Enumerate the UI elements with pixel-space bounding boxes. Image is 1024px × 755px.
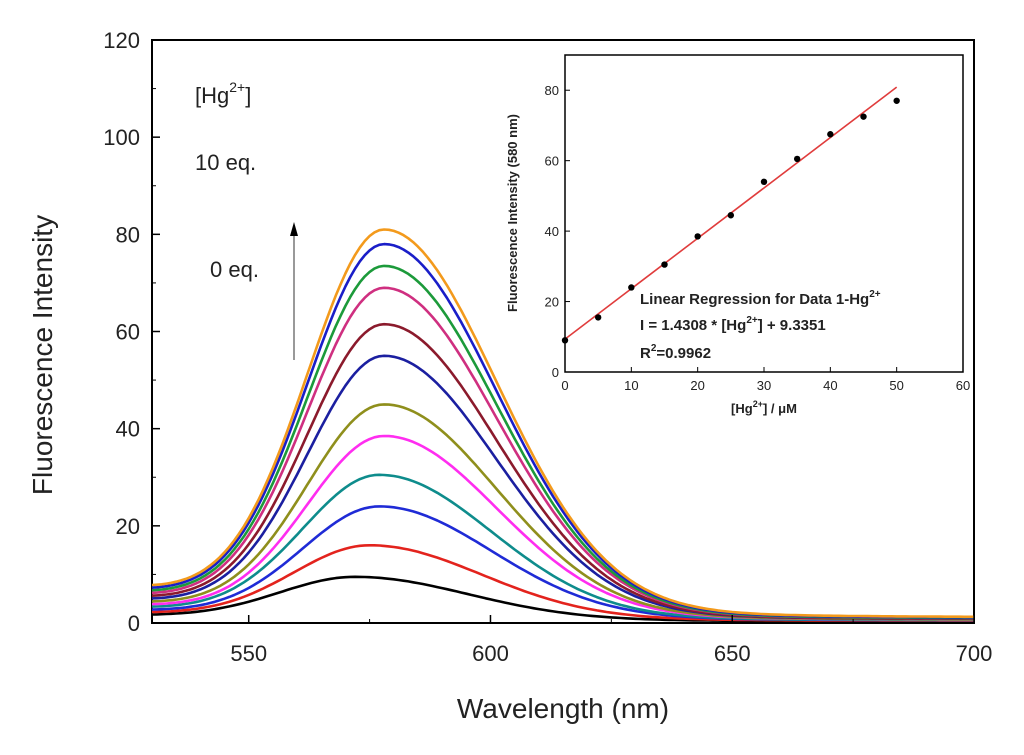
regression-title: Linear Regression for Data 1-Hg2+ bbox=[640, 289, 881, 308]
regression-equation: I = 1.4308 * [Hg2+] + 9.3351 bbox=[640, 315, 826, 334]
main-axis-ticks bbox=[152, 39, 975, 624]
inset-y-tick-label: 60 bbox=[545, 154, 559, 169]
main-series-group bbox=[151, 228, 975, 623]
inset-x-tick-label: 0 bbox=[561, 378, 568, 393]
inset-data-points bbox=[561, 97, 900, 344]
main-y-tick-label: 40 bbox=[116, 417, 140, 442]
main-y-tick-label: 0 bbox=[128, 611, 140, 636]
inset-data-point bbox=[661, 261, 668, 268]
legend-arrow bbox=[290, 222, 298, 360]
legend-bottom-label: 0 eq. bbox=[210, 257, 259, 282]
regression-r-squared: R2=0.9962 bbox=[640, 343, 711, 362]
legend-top-label: 10 eq. bbox=[195, 150, 256, 175]
inset-plot-frame bbox=[564, 54, 964, 373]
main-x-tick-label: 600 bbox=[472, 641, 509, 666]
inset-y-tick-label: 20 bbox=[545, 295, 559, 310]
legend-title: [Hg2+] bbox=[195, 79, 251, 108]
inset-y-tick-label: 0 bbox=[552, 365, 559, 380]
main-x-tick-label: 700 bbox=[956, 641, 993, 666]
inset-data-point bbox=[727, 212, 735, 219]
inset-data-point bbox=[628, 284, 635, 291]
inset-data-point bbox=[561, 337, 569, 344]
main-y-tick-label: 20 bbox=[116, 514, 140, 539]
spectrum-line-11 bbox=[151, 228, 974, 619]
inset-x-tick-label: 50 bbox=[889, 378, 903, 393]
inset-axis-ticks bbox=[564, 89, 964, 373]
main-y-tick-label: 60 bbox=[116, 320, 140, 345]
inset-data-point bbox=[827, 131, 834, 138]
inset-x-tick-label: 40 bbox=[823, 378, 837, 393]
inset-x-tick-label: 20 bbox=[690, 378, 704, 393]
inset-y-axis-label: Fluorescence Intensity (580 nm) bbox=[505, 114, 520, 312]
inset-x-tick-label: 30 bbox=[757, 378, 771, 393]
inset-y-tick-label: 80 bbox=[545, 83, 559, 98]
inset-calibration-chart: 0 10 20 30 40 50 60 0 20 40 60 80 [Hg2+] / μM Fluor… bbox=[505, 54, 971, 416]
inset-data-point bbox=[594, 314, 602, 321]
inset-x-tick-label: 60 bbox=[956, 378, 970, 393]
inset-data-point bbox=[860, 113, 867, 120]
inset-x-axis-label: [Hg2+] / μM bbox=[731, 399, 797, 416]
main-y-axis-label: Fluorescence Intensity bbox=[27, 215, 58, 495]
inset-data-point bbox=[793, 155, 801, 163]
inset-data-point bbox=[694, 233, 701, 240]
main-y-tick-label: 100 bbox=[103, 125, 140, 150]
main-x-tick-label: 650 bbox=[714, 641, 751, 666]
inset-data-point bbox=[760, 178, 768, 185]
main-y-tick-label: 120 bbox=[103, 28, 140, 53]
inset-data-point bbox=[893, 97, 900, 104]
main-x-tick-label: 550 bbox=[230, 641, 267, 666]
main-y-tick-label: 80 bbox=[116, 222, 140, 247]
inset-y-tick-label: 40 bbox=[545, 224, 559, 239]
inset-x-tick-label: 10 bbox=[624, 378, 638, 393]
inset-tick-labels: 0 10 20 30 40 50 60 0 20 40 60 80 bbox=[545, 83, 971, 393]
main-x-axis-label: Wavelength (nm) bbox=[457, 693, 669, 724]
